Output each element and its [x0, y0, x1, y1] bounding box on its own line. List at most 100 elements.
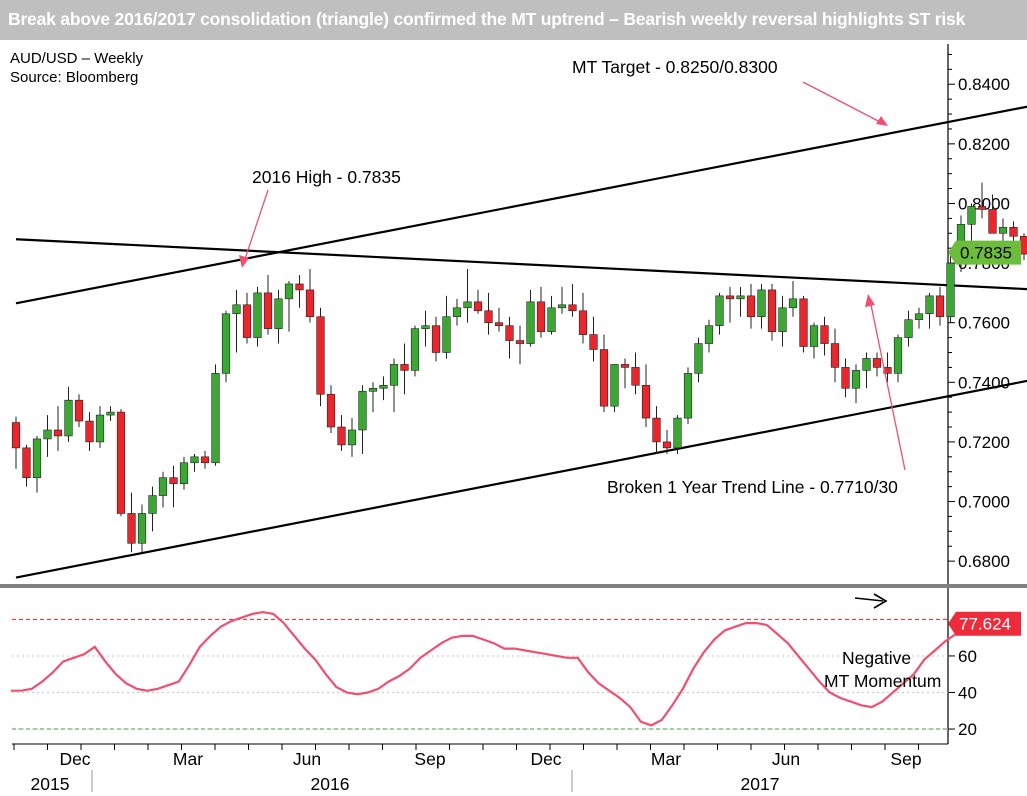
x-month-label: Jun — [293, 749, 321, 769]
last-momentum-box — [948, 611, 1021, 636]
candle-body — [400, 364, 409, 371]
candle-body — [851, 370, 861, 389]
candle-body — [284, 283, 294, 300]
candle-body — [274, 298, 283, 329]
candle-body — [589, 334, 598, 350]
candle-body — [473, 301, 483, 312]
candle-body — [200, 456, 210, 464]
x-month-label: Dec — [59, 749, 90, 769]
candle-body — [116, 411, 126, 514]
arrowhead-mt-target — [876, 116, 888, 126]
candle-body — [862, 358, 871, 371]
last-price-label: 0.7835 — [960, 244, 1012, 263]
y-tick-label: 0.7600 — [958, 314, 1010, 333]
candle-body — [137, 513, 147, 544]
chart-title: Break above 2016/2017 consolidation (tri… — [8, 9, 966, 29]
candle-body — [946, 262, 955, 318]
candle-body — [190, 456, 199, 464]
candle-body — [662, 441, 672, 449]
candle-body — [85, 420, 94, 443]
candle-body — [652, 417, 661, 443]
last-momentum-label: 77.624 — [959, 615, 1011, 634]
candle-body — [883, 367, 892, 374]
candle-body — [22, 447, 31, 478]
candle-body — [232, 304, 241, 315]
candle-body — [599, 349, 609, 407]
candle-body — [494, 322, 504, 326]
candle-body — [1019, 235, 1027, 255]
candle-body — [631, 367, 640, 386]
candle-body — [809, 325, 819, 347]
candle-body — [410, 328, 420, 371]
arrow-trend-line — [869, 299, 906, 471]
mom-y-tick-label: 60 — [958, 647, 977, 666]
candle-body — [914, 313, 924, 321]
y-tick-label: 0.6800 — [958, 552, 1010, 571]
candle-body — [169, 477, 178, 484]
candle-body — [998, 227, 1008, 234]
candle-body — [305, 289, 315, 318]
candle-body — [179, 462, 189, 484]
mom-y-tick-label: 20 — [958, 720, 977, 739]
annotation-2016-high: 2016 High - 0.7835 — [252, 167, 401, 187]
y-tick-label: 0.8400 — [958, 75, 1010, 94]
candle-body — [95, 414, 105, 443]
candle-body — [421, 325, 430, 329]
x-axis-labels: Dec Mar Jun Sep Dec Mar Jun Sep 2015 2016 2017 — [13, 744, 922, 794]
x-month-label: Dec — [530, 749, 561, 769]
candle-body — [43, 429, 52, 440]
candle-body — [368, 387, 378, 392]
x-year-label: 2015 — [31, 774, 70, 794]
x-year-label: 2017 — [741, 774, 780, 794]
candle-body — [463, 301, 472, 309]
candle-body — [977, 206, 987, 210]
candle-body — [872, 358, 882, 368]
candle-body — [568, 304, 577, 312]
candle-body — [379, 384, 388, 389]
y-tick-label: 0.8000 — [958, 194, 1010, 213]
candle-body — [536, 301, 546, 332]
candle-body — [620, 364, 630, 368]
arrow-2016-high — [243, 189, 269, 263]
candle-body — [904, 319, 913, 338]
candle-body — [526, 301, 535, 344]
candle-body — [32, 438, 42, 478]
candle-body — [263, 292, 273, 329]
candle-body — [242, 304, 252, 338]
momentum-arrowhead — [873, 593, 888, 609]
candle-body — [148, 495, 157, 514]
x-month-label: Jun — [772, 749, 800, 769]
momentum-line — [10, 610, 1019, 727]
candle-body — [358, 390, 367, 431]
candle-body — [158, 477, 168, 496]
candle-body — [841, 367, 850, 389]
candle-body — [925, 295, 934, 315]
x-month-label: Sep — [890, 749, 921, 769]
candle-body — [64, 399, 73, 437]
candle-body — [389, 364, 399, 386]
candle-body — [127, 513, 136, 544]
series-label: AUD/USD – Weekly — [10, 50, 144, 67]
candle-body — [820, 325, 829, 344]
y-tick-label: 0.7000 — [958, 493, 1010, 512]
source-label: Source: Bloomberg — [10, 69, 139, 86]
x-year-label: 2016 — [311, 774, 350, 794]
candle-body — [578, 310, 588, 335]
candle-body — [1009, 227, 1018, 237]
candle-body — [557, 304, 567, 309]
candle-body — [316, 316, 325, 395]
x-month-label: Mar — [651, 749, 681, 769]
y-tick-label: 0.8200 — [958, 135, 1010, 154]
candle-body — [935, 295, 945, 318]
candle-body — [326, 393, 336, 428]
candle-body — [515, 340, 525, 344]
candle-body — [788, 298, 798, 309]
annotation-trend-line: Broken 1 Year Trend Line - 0.7710/30 — [607, 477, 898, 497]
trend-line-triangle-resistance — [15, 238, 1027, 291]
trend-line-upper-channel — [15, 105, 1027, 305]
candle-body — [673, 417, 682, 449]
arrow-mt-target — [802, 81, 885, 125]
mom-y-tick-label: 40 — [958, 683, 977, 702]
candle-body — [736, 295, 745, 300]
